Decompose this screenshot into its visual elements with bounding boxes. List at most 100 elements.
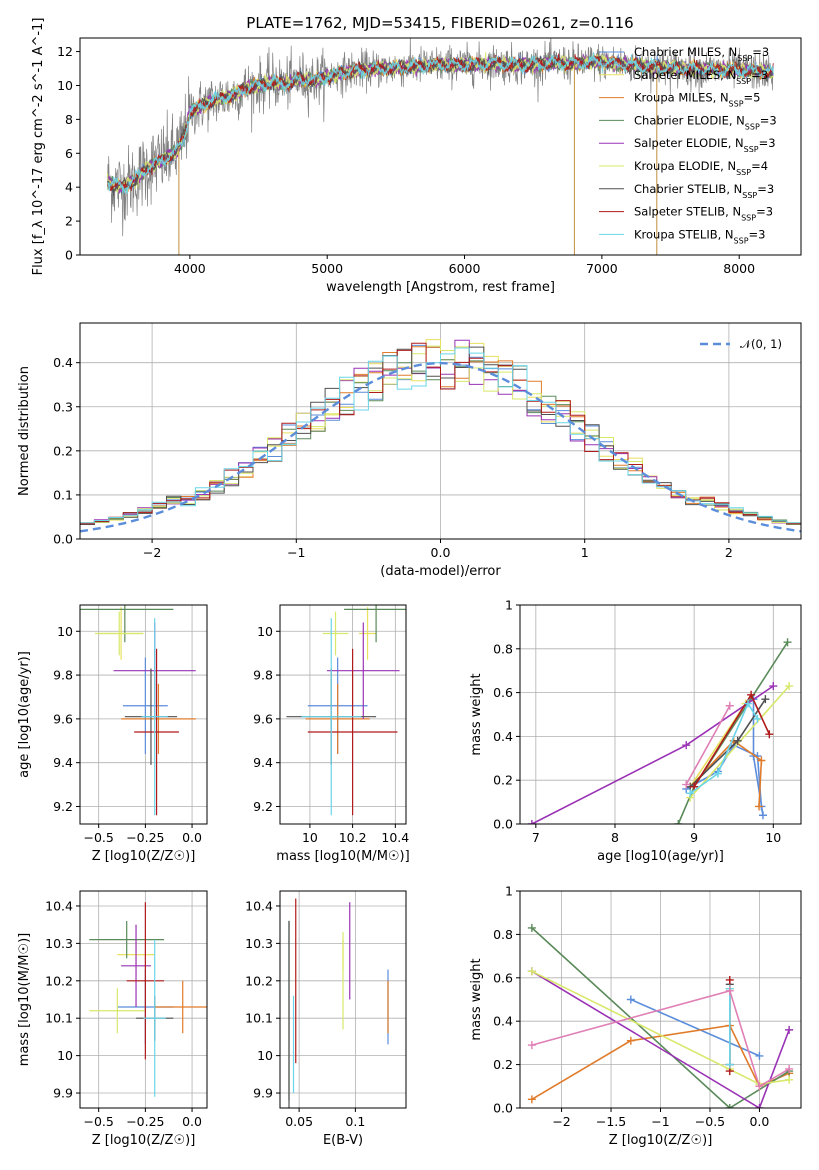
axes-frame [79, 37, 802, 256]
x-tick-label: 9 [690, 830, 698, 845]
weight-marker [725, 1104, 734, 1108]
plot-area [520, 891, 801, 1108]
x-tick-label: −0.5 [695, 1114, 725, 1129]
x-tick-label: 5000 [311, 261, 343, 276]
plot-area [107, 38, 774, 255]
x-tick-label: 0.0 [431, 545, 451, 560]
y-tick-label: 0.6 [493, 685, 513, 700]
y-tick-label: 12 [57, 44, 73, 59]
legend-entry: Chabrier STELIB, NSSP=3 [634, 182, 774, 200]
weight-marker [743, 699, 752, 708]
x-tick-label: 7000 [586, 261, 618, 276]
x-tick-label: 8 [611, 830, 619, 845]
weight-marker [725, 975, 734, 984]
panel-age_vs_Z: −0.5 −0.25 0.0 9.2 9.4 9.6 9.8 10 Z [log10(Z/Z☉)… [17, 604, 208, 864]
plot-area [80, 323, 801, 539]
y-tick-label: 10 [257, 1048, 273, 1063]
legend-value: =3 [760, 113, 777, 127]
y-tick-label: 10.4 [245, 898, 273, 913]
weight-marker [755, 1051, 764, 1060]
weight-marker [785, 1064, 794, 1073]
legend-value: =5 [744, 91, 761, 105]
x-axis-label: E(B-V) [323, 1133, 363, 1148]
weight-marker [725, 986, 734, 995]
y-tick-label: 9.8 [53, 668, 73, 683]
y-axis-label: mass weight [469, 958, 484, 1040]
weight-marker [759, 811, 768, 820]
legend-subscript: SSP [741, 213, 756, 222]
weight-marker [686, 789, 695, 798]
y-tick-label: 0.8 [493, 641, 513, 656]
weight-series-line [531, 970, 790, 1108]
y-tick-label: 9.9 [53, 1086, 73, 1101]
y-tick-label: 0.6 [493, 970, 513, 985]
weight-marker [755, 802, 764, 811]
weight-marker [527, 923, 536, 932]
weight-series-line [689, 685, 790, 799]
x-tick-label: −0.25 [126, 1114, 164, 1129]
y-tick-label: 1 [505, 598, 513, 613]
y-tick-label: 0.4 [493, 1014, 513, 1029]
x-axis-label: mass [log10(M/M☉)] [276, 849, 409, 864]
weight-marker [527, 967, 536, 976]
legend-subscript: SSP [744, 145, 759, 154]
weight-marker [755, 1082, 764, 1091]
weight-marker [690, 782, 699, 791]
weight-marker [769, 682, 778, 691]
x-tick-label: 0.05 [285, 1114, 313, 1129]
legend-entry: Kroupa MILES, NSSP=5 [634, 91, 760, 109]
legend-value: =3 [757, 182, 774, 196]
x-tick-label: 0.1 [345, 1114, 365, 1129]
weight-marker [757, 756, 766, 765]
x-tick-label: 0.0 [182, 1114, 202, 1129]
x-tick-label: 10 [765, 830, 781, 845]
y-tick-label: 10.3 [245, 936, 273, 951]
model-spectrum-line [107, 52, 774, 194]
y-tick-label: 0.3 [53, 399, 73, 414]
weight-marker [725, 1060, 734, 1069]
legend-value: =3 [751, 68, 768, 82]
weight-marker [682, 780, 691, 789]
x-tick-label: −2 [143, 545, 161, 560]
y-tick-label: 9.9 [253, 1086, 273, 1101]
y-tick-label: 0.4 [493, 729, 513, 744]
y-axis-label: age [log10(age/yr)] [17, 651, 32, 778]
x-tick-label: 1 [581, 545, 589, 560]
y-tick-label: 0.4 [53, 355, 73, 370]
weight-series-line [677, 641, 789, 824]
legend-subscript: SSP [736, 76, 751, 85]
x-tick-label: 2 [725, 545, 733, 560]
legend-entry: 𝒩(0, 1) [740, 337, 782, 351]
y-tick-label: 10.1 [45, 1011, 73, 1026]
weight-marker [527, 1041, 536, 1050]
weight-marker [626, 1036, 635, 1045]
weight-marker [785, 682, 794, 691]
y-axis-label: mass [log10(M/M☉)] [17, 933, 32, 1066]
weight-marker [783, 638, 792, 647]
x-axis-label: (data-model)/error [380, 564, 501, 579]
weight-marker [626, 995, 635, 1004]
histogram-series [80, 347, 801, 524]
x-axis-label: Z [log10(Z/Z☉)] [609, 1133, 713, 1148]
x-tick-label: −1 [651, 1114, 669, 1129]
y-tick-label: 9.6 [53, 711, 73, 726]
axes-frame [79, 604, 208, 825]
y-tick-label: 0.2 [493, 1057, 513, 1072]
panels: 4000 5000 6000 7000 8000024681012wavelength … [17, 18, 802, 1148]
x-tick-label: −0.5 [83, 1114, 113, 1129]
legend-value: =3 [752, 45, 769, 59]
weight-marker [755, 1104, 764, 1108]
figure-title: PLATE=1762, MJD=53415, FIBERID=0261, z=0… [246, 14, 633, 32]
y-tick-label: 10 [257, 624, 273, 639]
x-tick-label: −0.25 [126, 830, 164, 845]
panel-age_vs_mass: 10 10.2 10.4 9.2 9.4 9.6 9.8 10 mass [log10(M/M☉… [253, 604, 410, 864]
x-tick-label: 10.2 [339, 830, 367, 845]
legend-entry: Chabrier ELODIE, NSSP=3 [634, 113, 777, 130]
weight-marker [725, 701, 734, 710]
weight-marker [785, 1025, 794, 1034]
y-tick-label: 10 [57, 624, 73, 639]
axes-frame [79, 322, 802, 540]
y-tick-label: 10.2 [45, 973, 73, 988]
y-tick-label: 10.2 [245, 973, 273, 988]
